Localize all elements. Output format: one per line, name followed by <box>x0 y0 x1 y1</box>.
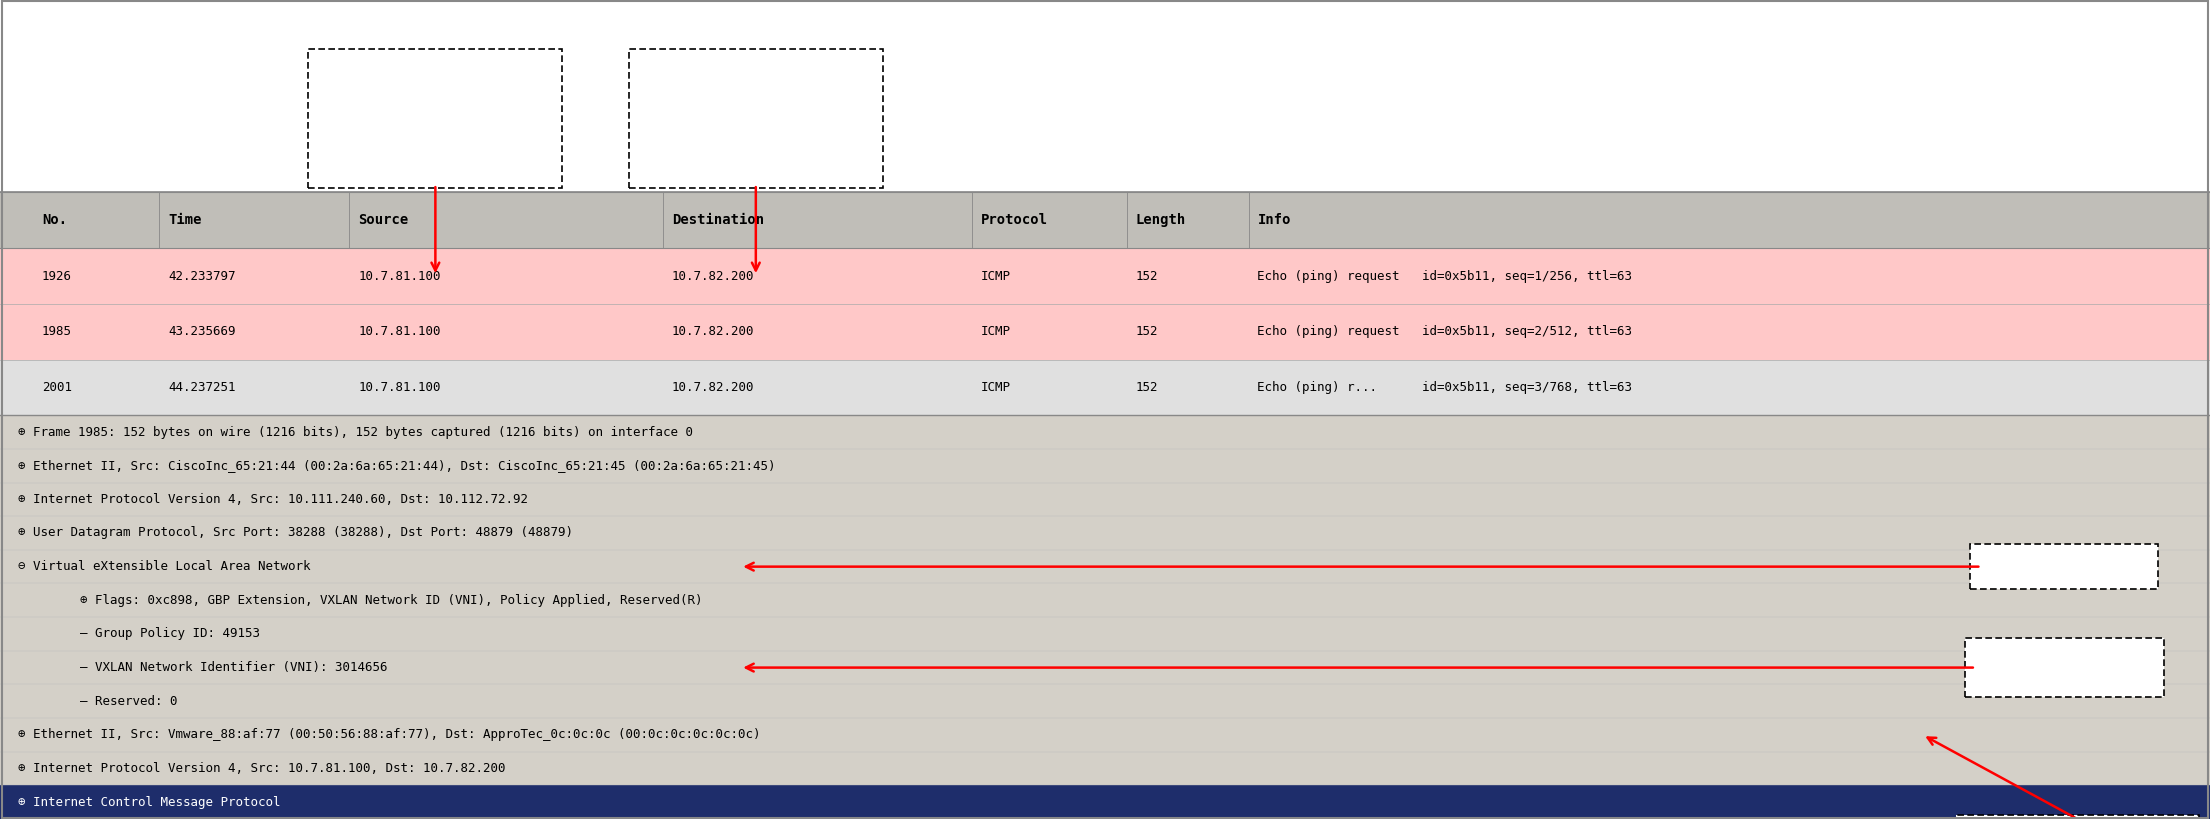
FancyBboxPatch shape <box>0 785 2210 819</box>
Text: ― VXLAN Network Identifier (VNI): 3014656: ― VXLAN Network Identifier (VNI): 301465… <box>80 661 387 674</box>
FancyBboxPatch shape <box>0 685 2210 718</box>
Text: 10.7.81.100: 10.7.81.100 <box>358 325 440 338</box>
FancyBboxPatch shape <box>0 415 2210 449</box>
Text: ⊕ Ethernet II, Src: Vmware_88:af:77 (00:50:56:88:af:77), Dst: ApproTec_0c:0c:0c : ⊕ Ethernet II, Src: Vmware_88:af:77 (00:… <box>18 728 760 741</box>
Text: ⊕ Frame 1985: 152 bytes on wire (1216 bits), 152 bytes captured (1216 bits) on i: ⊕ Frame 1985: 152 bytes on wire (1216 bi… <box>18 426 692 438</box>
Text: ICMP: ICMP <box>981 269 1012 283</box>
Text: Protocol: Protocol <box>981 213 1048 228</box>
FancyBboxPatch shape <box>0 516 2210 550</box>
FancyBboxPatch shape <box>0 618 2210 651</box>
Text: ICMP: ICMP <box>981 381 1012 394</box>
Text: 152: 152 <box>1136 325 1158 338</box>
Text: Destination: Destination <box>672 213 765 228</box>
Text: 10.7.82.200: 10.7.82.200 <box>672 269 754 283</box>
Text: dp2-p2-l1
PTEP: dp2-p2-l1 PTEP <box>712 99 800 138</box>
FancyBboxPatch shape <box>0 304 2210 360</box>
Text: Echo (ping) request   id=0x5b11, seq=1/256, ttl=63: Echo (ping) request id=0x5b11, seq=1/256… <box>1257 269 1633 283</box>
Text: 152: 152 <box>1136 381 1158 394</box>
FancyBboxPatch shape <box>0 192 2210 248</box>
FancyBboxPatch shape <box>0 482 2210 516</box>
Text: ⊖ Virtual eXtensible Local Area Network: ⊖ Virtual eXtensible Local Area Network <box>18 560 309 573</box>
Text: ICMP: ICMP <box>981 325 1012 338</box>
FancyBboxPatch shape <box>0 718 2210 752</box>
FancyBboxPatch shape <box>309 49 564 188</box>
Text: ⊕ User Datagram Protocol, Src Port: 38288 (38288), Dst Port: 48879 (48879): ⊕ User Datagram Protocol, Src Port: 3828… <box>18 527 572 540</box>
FancyBboxPatch shape <box>1965 638 2164 697</box>
FancyBboxPatch shape <box>0 0 2210 192</box>
FancyBboxPatch shape <box>0 550 2210 583</box>
Text: 10.7.81.100: 10.7.81.100 <box>358 269 440 283</box>
Text: 152: 152 <box>1136 269 1158 283</box>
Text: ― Reserved: 0: ― Reserved: 0 <box>80 695 177 708</box>
Text: Length: Length <box>1136 213 1187 228</box>
FancyBboxPatch shape <box>630 49 884 188</box>
Text: VRF VNI: VRF VNI <box>2035 661 2093 675</box>
Text: 1926: 1926 <box>42 269 73 283</box>
Text: Info: Info <box>1257 213 1291 228</box>
Text: dp2-p1-l1
PTEP: dp2-p1-l1 PTEP <box>391 99 480 138</box>
Text: ⊕ Flags: 0xc898, GBP Extension, VXLAN Network ID (VNI), Policy Applied, Reserved: ⊕ Flags: 0xc898, GBP Extension, VXLAN Ne… <box>80 594 703 607</box>
Text: ⊕ Internet Protocol Version 4, Src: 10.111.240.60, Dst: 10.112.72.92: ⊕ Internet Protocol Version 4, Src: 10.1… <box>18 493 528 506</box>
Text: ⊕ Ethernet II, Src: CiscoInc_65:21:44 (00:2a:6a:65:21:44), Dst: CiscoInc_65:21:4: ⊕ Ethernet II, Src: CiscoInc_65:21:44 (0… <box>18 459 776 473</box>
Text: 42.233797: 42.233797 <box>168 269 236 283</box>
Text: ― Group Policy ID: 49153: ― Group Policy ID: 49153 <box>80 627 259 640</box>
Text: ⊕ Internet Protocol Version 4, Src: 10.7.81.100, Dst: 10.7.82.200: ⊕ Internet Protocol Version 4, Src: 10.7… <box>18 762 506 775</box>
Text: Echo (ping) request   id=0x5b11, seq=2/512, ttl=63: Echo (ping) request id=0x5b11, seq=2/512… <box>1257 325 1633 338</box>
Text: 2001: 2001 <box>42 381 73 394</box>
Text: iVXLAN: iVXLAN <box>2038 559 2091 573</box>
FancyBboxPatch shape <box>0 583 2210 618</box>
FancyBboxPatch shape <box>0 449 2210 482</box>
Text: 1985: 1985 <box>42 325 73 338</box>
Text: No.: No. <box>42 213 66 228</box>
Text: 43.235669: 43.235669 <box>168 325 236 338</box>
Text: ⊕ Internet Control Message Protocol: ⊕ Internet Control Message Protocol <box>18 796 281 808</box>
Text: 10.7.82.200: 10.7.82.200 <box>672 381 754 394</box>
Text: 10.7.82.200: 10.7.82.200 <box>672 325 754 338</box>
FancyBboxPatch shape <box>0 360 2210 415</box>
FancyBboxPatch shape <box>0 248 2210 304</box>
FancyBboxPatch shape <box>1971 544 2157 589</box>
Text: Source: Source <box>358 213 409 228</box>
Text: 10.7.81.100: 10.7.81.100 <box>358 381 440 394</box>
FancyBboxPatch shape <box>0 752 2210 785</box>
Text: Echo (ping) r...      id=0x5b11, seq=3/768, ttl=63: Echo (ping) r... id=0x5b11, seq=3/768, t… <box>1257 381 1633 394</box>
FancyBboxPatch shape <box>0 651 2210 685</box>
FancyBboxPatch shape <box>1956 815 2199 819</box>
Text: Time: Time <box>168 213 201 228</box>
Text: 44.237251: 44.237251 <box>168 381 236 394</box>
